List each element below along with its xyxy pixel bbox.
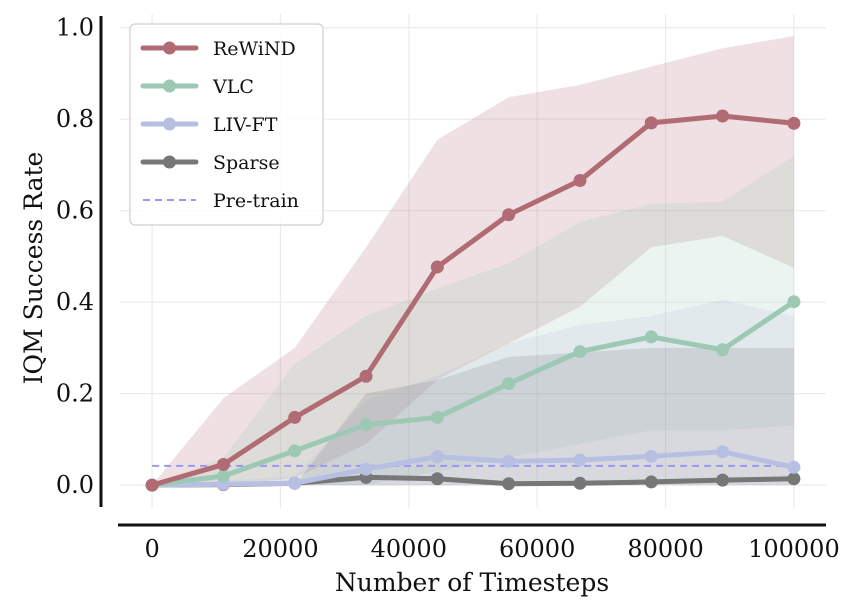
legend-box	[129, 23, 324, 226]
sparse-point	[787, 472, 801, 486]
liv-ft-band	[152, 299, 794, 486]
x-tick-label: 0	[144, 535, 159, 563]
rewind-point	[644, 116, 658, 130]
rewind-point	[359, 369, 373, 383]
x-axis-title: Number of Timesteps	[335, 568, 609, 597]
vlc-point	[716, 343, 730, 357]
liv-ft-point	[644, 449, 658, 463]
legend-rewind-label: ReWiND	[213, 38, 296, 60]
vlc-band	[152, 155, 794, 486]
y-tick-label: 1.0	[56, 14, 94, 42]
vlc-point	[644, 330, 658, 344]
y-tick-label: 0.0	[56, 471, 94, 499]
tick-labels: 0 20000 40000 60000 80000 100000 0.0 0.2 0.4 0.6 0…	[56, 14, 840, 563]
liv-ft-point	[288, 476, 302, 490]
liv-ft-point	[716, 445, 730, 459]
rewind-point	[573, 173, 587, 187]
liv-ft-point	[430, 450, 444, 464]
sparse-point	[716, 473, 730, 487]
legend-sparse-marker	[163, 155, 176, 169]
rewind-point	[430, 260, 444, 274]
legend: ReWiND VLC LIV-FT Sparse Pre-train	[129, 23, 324, 226]
vlc-point	[216, 469, 230, 483]
liv-ft-point	[787, 460, 801, 474]
legend-vlc-label: VLC	[212, 76, 254, 98]
vlc-point	[787, 295, 801, 309]
y-axis-title: IQM Success Rate	[19, 152, 48, 385]
sparse-band	[152, 347, 794, 486]
legend-sparse-label: Sparse	[213, 152, 280, 174]
rewind-point	[787, 116, 801, 130]
sparse-point	[502, 477, 516, 491]
rewind-point	[145, 478, 159, 492]
legend-liv-ft-label: LIV-FT	[213, 114, 278, 136]
y-tick-label: 0.8	[56, 105, 94, 133]
x-tick-label: 80000	[627, 535, 703, 563]
legend-liv-ft-marker	[163, 117, 176, 131]
liv-ft-point	[359, 462, 373, 476]
y-tick-label: 0.4	[56, 288, 94, 316]
rewind-point	[502, 208, 516, 222]
legend-pre-train-label: Pre-train	[213, 190, 299, 212]
x-tick-label: 40000	[371, 535, 447, 563]
axes	[99, 16, 826, 527]
y-tick-label: 0.6	[56, 197, 94, 225]
vlc-point	[430, 410, 444, 424]
rewind-point	[288, 410, 302, 424]
legend-rewind-marker	[163, 41, 176, 55]
liv-ft-point	[573, 453, 587, 467]
liv-ft-line	[149, 449, 797, 488]
rewind-point	[216, 458, 230, 472]
rewind-point	[716, 109, 730, 123]
rewind-band	[152, 35, 794, 486]
vlc-point	[573, 345, 587, 359]
confidence-bands	[152, 35, 794, 486]
x-tick-label: 20000	[242, 535, 318, 563]
rewind-line	[149, 113, 797, 488]
sparse-point	[573, 476, 587, 490]
y-tick-label: 0.2	[56, 380, 94, 408]
x-tick-label: 60000	[499, 535, 575, 563]
liv-ft-point	[502, 454, 516, 468]
sparse-point	[430, 472, 444, 486]
vlc-point	[502, 377, 516, 391]
sparse-point	[644, 475, 658, 489]
legend-vlc-marker	[163, 79, 176, 93]
vlc-point	[288, 444, 302, 458]
vlc-point	[359, 418, 373, 432]
series-lines	[145, 109, 801, 492]
vlc-line	[149, 299, 797, 488]
x-tick-label: 100000	[748, 535, 840, 563]
